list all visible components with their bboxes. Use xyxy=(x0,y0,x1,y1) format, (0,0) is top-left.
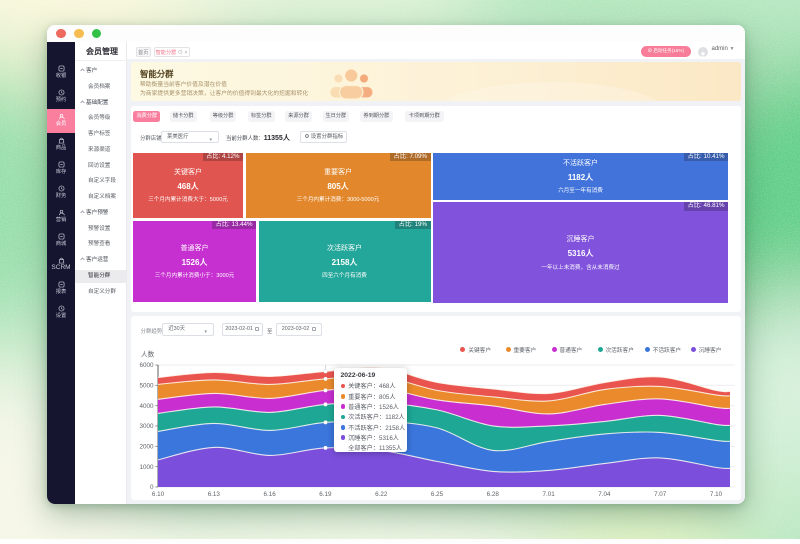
svg-text:7.01: 7.01 xyxy=(542,490,555,497)
svg-text:1000: 1000 xyxy=(140,463,154,470)
svg-text:6000: 6000 xyxy=(140,362,154,369)
svg-text:6.19: 6.19 xyxy=(319,490,332,497)
svg-text:7.04: 7.04 xyxy=(598,490,611,497)
svg-text:5000: 5000 xyxy=(140,382,154,389)
svg-text:6.28: 6.28 xyxy=(487,490,500,497)
svg-text:人数: 人数 xyxy=(141,349,155,358)
svg-text:6.16: 6.16 xyxy=(263,490,276,497)
svg-text:7.10: 7.10 xyxy=(710,490,723,497)
svg-text:6.22: 6.22 xyxy=(375,490,388,497)
svg-text:7.07: 7.07 xyxy=(654,490,667,497)
svg-text:2000: 2000 xyxy=(140,443,154,450)
svg-text:0: 0 xyxy=(150,484,154,491)
svg-text:6.25: 6.25 xyxy=(431,490,444,497)
svg-text:4000: 4000 xyxy=(140,402,154,409)
svg-text:3000: 3000 xyxy=(140,423,154,430)
svg-text:6.13: 6.13 xyxy=(208,490,221,497)
svg-text:6.10: 6.10 xyxy=(152,490,165,497)
